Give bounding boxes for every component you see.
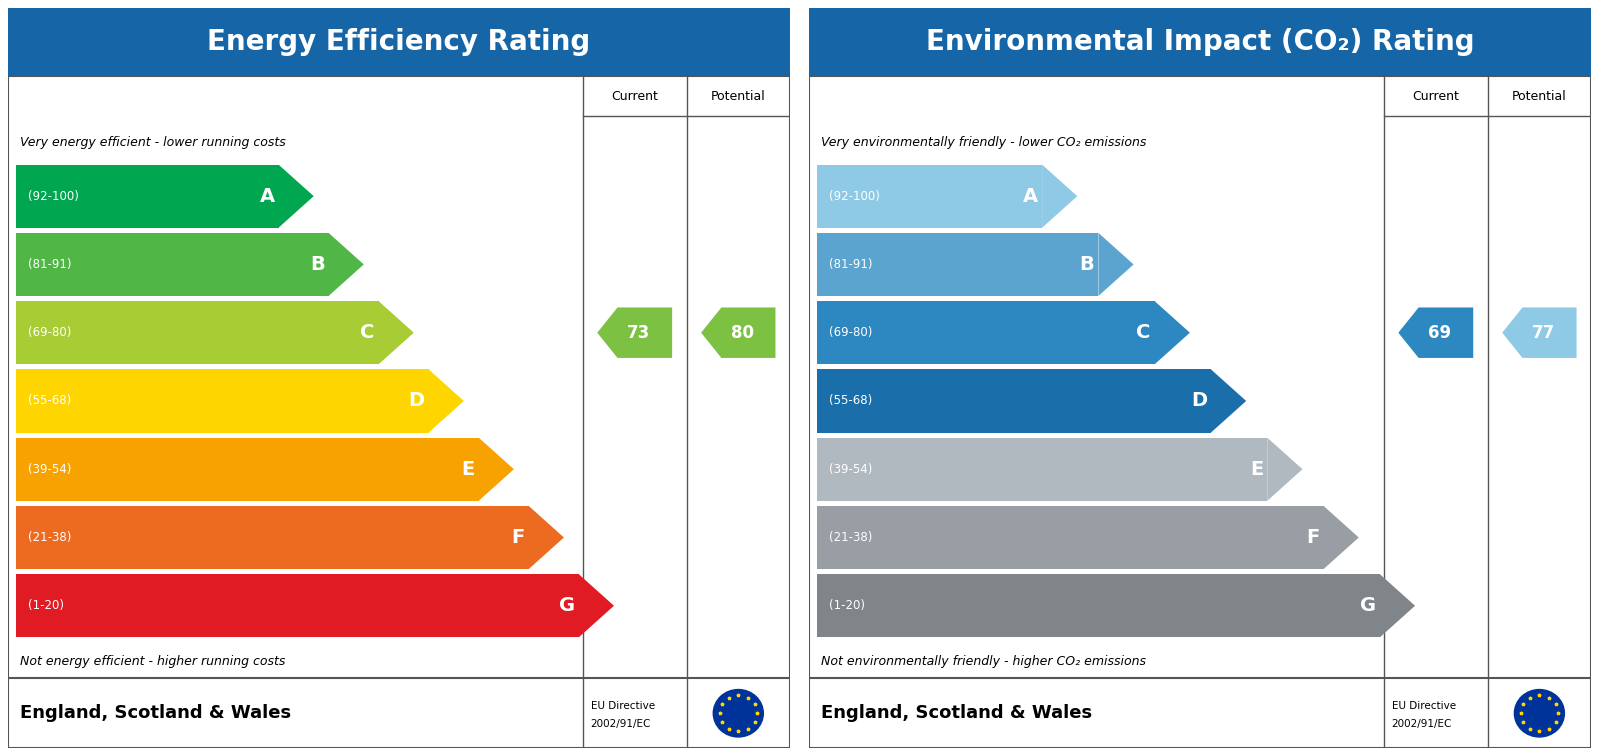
Text: (1-20): (1-20) [27,600,64,612]
Text: E: E [462,460,475,479]
Text: 69: 69 [1428,324,1452,342]
Text: A: A [1023,187,1038,206]
Bar [16,438,478,500]
Text: G: G [558,596,576,615]
Text: D: D [409,392,425,411]
Text: F: F [1306,528,1319,547]
Text: 80: 80 [731,324,753,342]
Text: England, Scotland & Wales: England, Scotland & Wales [19,705,291,722]
Bar [8,8,790,76]
Text: (1-20): (1-20) [828,600,865,612]
Polygon shape [328,233,363,296]
Text: (81-91): (81-91) [27,258,70,271]
Text: C: C [1137,324,1151,342]
Circle shape [713,689,763,737]
Bar [16,370,429,432]
Text: (55-68): (55-68) [27,395,70,407]
Polygon shape [598,308,672,358]
Text: (81-91): (81-91) [828,258,871,271]
Text: (39-54): (39-54) [828,463,871,476]
Text: Current: Current [1412,90,1460,103]
Text: Not energy efficient - higher running costs: Not energy efficient - higher running co… [19,655,285,668]
Polygon shape [478,438,513,500]
Text: (21-38): (21-38) [828,531,871,544]
Text: (21-38): (21-38) [27,531,70,544]
Text: Current: Current [611,90,659,103]
Text: Environmental Impact (CO₂) Rating: Environmental Impact (CO₂) Rating [926,28,1474,56]
Polygon shape [1268,438,1303,500]
Text: B: B [310,255,325,274]
Polygon shape [1380,575,1415,637]
Text: Potential: Potential [1513,90,1567,103]
Text: Not environmentally friendly - higher CO₂ emissions: Not environmentally friendly - higher CO… [820,655,1146,668]
Bar [16,165,278,228]
Text: 77: 77 [1532,324,1554,342]
Text: Potential: Potential [712,90,766,103]
Text: (92-100): (92-100) [828,190,879,203]
Text: Energy Efficiency Rating: Energy Efficiency Rating [208,28,590,56]
Bar [817,438,1268,500]
Text: B: B [1079,255,1094,274]
Polygon shape [579,575,614,637]
Circle shape [1514,689,1564,737]
Text: G: G [1359,596,1377,615]
Polygon shape [379,301,414,364]
Text: England, Scotland & Wales: England, Scotland & Wales [820,705,1092,722]
Polygon shape [1324,506,1359,569]
Bar [817,233,1099,296]
Text: Very environmentally friendly - lower CO₂ emissions: Very environmentally friendly - lower CO… [820,136,1146,149]
Text: A: A [259,187,275,206]
Polygon shape [1099,233,1134,296]
Text: 2002/91/EC: 2002/91/EC [1391,720,1452,730]
Bar [817,301,1154,364]
Polygon shape [1399,308,1473,358]
Bar [16,506,529,569]
Text: E: E [1250,460,1263,479]
Text: (69-80): (69-80) [828,326,871,339]
Bar [817,370,1210,432]
Text: Very energy efficient - lower running costs: Very energy efficient - lower running co… [19,136,286,149]
Bar [16,575,579,637]
Text: EU Directive: EU Directive [590,701,654,711]
Text: (39-54): (39-54) [27,463,70,476]
Bar [817,506,1324,569]
Bar [16,301,379,364]
Bar [817,575,1380,637]
Polygon shape [1501,308,1577,358]
Text: (55-68): (55-68) [828,395,871,407]
Polygon shape [429,370,464,432]
Polygon shape [529,506,564,569]
Polygon shape [700,308,776,358]
Text: (69-80): (69-80) [27,326,70,339]
Bar [16,233,328,296]
Text: 2002/91/EC: 2002/91/EC [590,720,651,730]
Text: D: D [1191,392,1207,411]
Polygon shape [1043,165,1078,228]
Polygon shape [1154,301,1190,364]
Text: EU Directive: EU Directive [1391,701,1455,711]
Text: F: F [512,528,524,547]
Polygon shape [1210,370,1246,432]
Text: C: C [360,324,374,342]
Bar [809,8,1591,76]
Bar [817,165,1043,228]
Text: (92-100): (92-100) [27,190,78,203]
Text: 73: 73 [627,324,651,342]
Polygon shape [278,165,313,228]
